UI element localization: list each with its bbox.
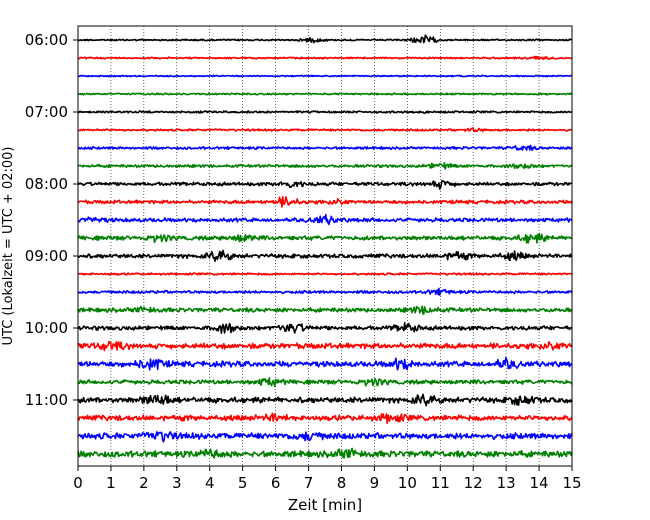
trace-line (77, 377, 573, 388)
plot-background (78, 26, 572, 466)
x-tick-label: 12 (464, 474, 483, 492)
x-tick-label: 5 (238, 474, 248, 492)
trace-line (77, 249, 573, 263)
trace-line (77, 144, 573, 151)
y-tick-label: 07:00 (25, 103, 68, 121)
y-axis: 06:00 07:00 08:00 09:00 10:00 11:00 (25, 31, 78, 409)
x-tick-label: 7 (304, 474, 314, 492)
x-tick-label: 13 (497, 474, 516, 492)
trace-line (77, 340, 573, 352)
y-tick-label: 08:00 (25, 175, 68, 193)
trace-line (77, 110, 573, 114)
x-tick-label: 8 (337, 474, 347, 492)
plot-frame (77, 25, 573, 467)
trace-line (77, 74, 573, 78)
x-axis-label: Zeit [min] (288, 496, 362, 514)
x-tick-label: 0 (73, 474, 83, 492)
trace-line (77, 272, 573, 276)
trace-line (77, 196, 573, 208)
x-tick-label: 9 (370, 474, 380, 492)
y-tick-label: 10:00 (25, 319, 68, 337)
x-tick-label: 11 (431, 474, 450, 492)
traces (77, 34, 573, 459)
trace-line (77, 179, 573, 190)
y-tick-label: 09:00 (25, 247, 68, 265)
trace-line (77, 356, 573, 371)
x-tick-label: 3 (172, 474, 182, 492)
grid-lines (110, 26, 540, 466)
trace-line (77, 161, 573, 170)
trace-line (77, 393, 573, 407)
x-axis: 0 1 2 3 4 5 6 7 8 9 10 11 12 13 14 15 (73, 466, 582, 492)
trace-line (77, 412, 573, 424)
trace-line (77, 92, 573, 96)
x-tick-label: 10 (398, 474, 417, 492)
trace-line (77, 305, 573, 315)
trace-line (77, 127, 573, 133)
x-tick-label: 1 (106, 474, 116, 492)
trace-line (77, 232, 573, 244)
x-tick-label: 2 (139, 474, 149, 492)
trace-line (77, 213, 573, 226)
x-tick-label: 15 (562, 474, 581, 492)
y-tick-label: 11:00 (25, 391, 68, 409)
trace-line (77, 55, 573, 61)
y-axis-label: UTC (Lokalzeit = UTC + 02:00) (1, 147, 16, 346)
x-tick-label: 4 (205, 474, 215, 492)
trace-line (77, 287, 573, 296)
x-tick-label: 14 (530, 474, 549, 492)
x-tick-label: 6 (271, 474, 281, 492)
trace-line (77, 34, 573, 44)
y-tick-label: 06:00 (25, 31, 68, 49)
trace-line (77, 321, 573, 334)
trace-line (77, 431, 573, 443)
trace-line (77, 447, 573, 459)
